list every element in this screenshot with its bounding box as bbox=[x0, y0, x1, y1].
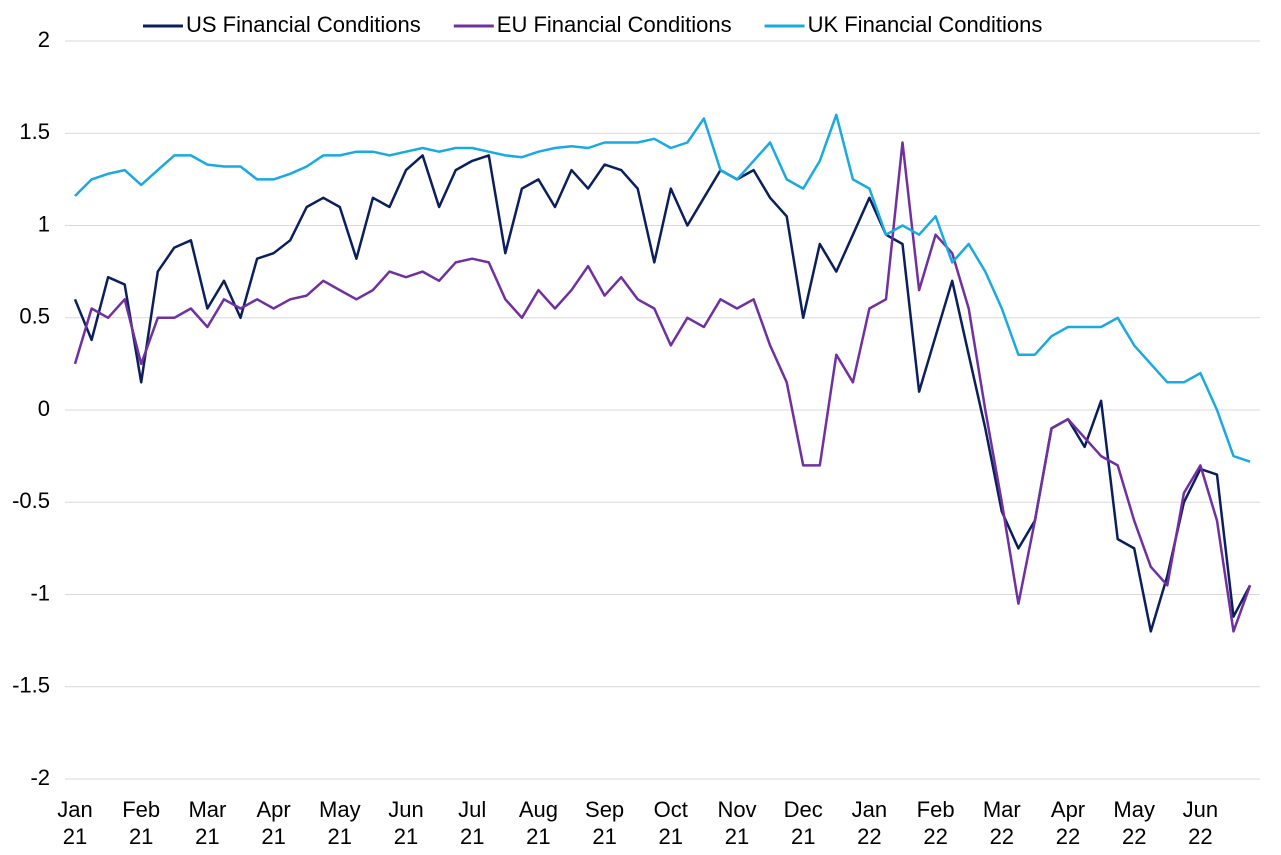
legend-label: EU Financial Conditions bbox=[497, 12, 732, 37]
y-tick-label: -1 bbox=[30, 580, 50, 605]
y-tick-label: -1.5 bbox=[12, 673, 50, 698]
y-tick-label: -2 bbox=[30, 765, 50, 790]
x-tick-label: Dec 21 bbox=[783, 797, 823, 849]
x-tick-label: Jun 22 bbox=[1182, 797, 1219, 849]
x-tick-label: May 22 bbox=[1113, 797, 1155, 849]
x-tick-label: Apr 21 bbox=[256, 797, 291, 849]
y-tick-label: 1.5 bbox=[19, 119, 50, 144]
x-tick-label: Sep 21 bbox=[585, 797, 625, 849]
legend-label: UK Financial Conditions bbox=[808, 12, 1043, 37]
x-tick-label: Mar 22 bbox=[982, 797, 1021, 849]
x-tick-label: Jun 21 bbox=[388, 797, 424, 849]
x-tick-label: Apr 22 bbox=[1050, 797, 1086, 849]
y-tick-label: 2 bbox=[38, 27, 50, 52]
series-line bbox=[74, 113, 1251, 463]
x-tick-label: Jul 21 bbox=[458, 797, 487, 849]
y-tick-label: -0.5 bbox=[12, 488, 50, 513]
x-tick-label: Nov 21 bbox=[717, 797, 757, 849]
x-tick-label: Jan 21 bbox=[57, 797, 93, 849]
x-tick-label: Mar 21 bbox=[188, 797, 227, 849]
y-tick-label: 0.5 bbox=[19, 304, 50, 329]
x-tick-label: Feb 21 bbox=[122, 797, 161, 849]
x-tick-label: May 21 bbox=[319, 797, 361, 849]
x-tick-label: Feb 22 bbox=[916, 797, 955, 849]
series-line bbox=[73, 141, 1252, 633]
legend-label: US Financial Conditions bbox=[186, 12, 421, 37]
x-tick-label: Oct 21 bbox=[653, 797, 688, 849]
x-tick-label: Jan 22 bbox=[851, 797, 888, 849]
y-tick-label: 0 bbox=[38, 396, 50, 421]
y-tick-label: 1 bbox=[38, 211, 50, 236]
series-line bbox=[73, 154, 1252, 633]
x-tick-label: Aug 21 bbox=[518, 797, 558, 849]
